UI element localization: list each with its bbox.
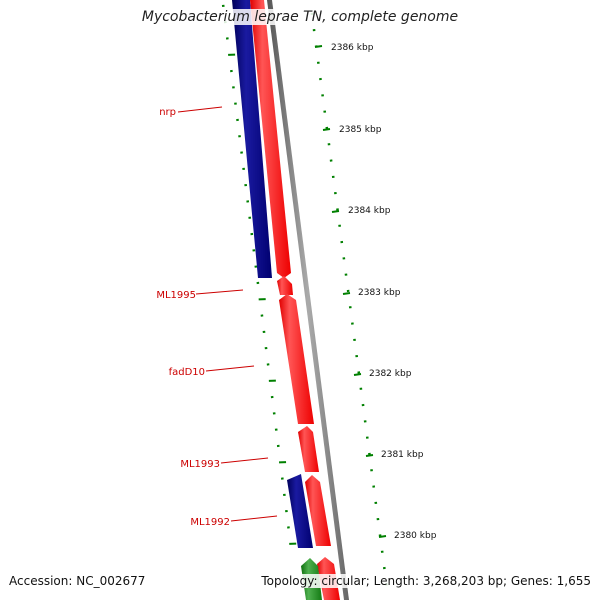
tick-label-2384: 2384 kbp (348, 206, 391, 216)
tick-label-2386: 2386 kbp (331, 43, 374, 53)
gene-label-ml1995[interactable]: ML1995 (156, 290, 196, 301)
leader-ml1992 (231, 516, 277, 521)
gene-label-nrp[interactable]: nrp (159, 107, 176, 118)
gene-ml1993-feature[interactable] (298, 426, 319, 472)
major-tick (379, 536, 386, 537)
major-tick (343, 293, 350, 294)
major-tick (366, 455, 373, 456)
tick-label-2383: 2383 kbp (358, 288, 401, 298)
leader-ml1995 (196, 290, 243, 294)
gene-label-fadd10[interactable]: fadD10 (169, 367, 205, 378)
major-tick (354, 374, 361, 375)
tick-label-2382: 2382 kbp (369, 369, 412, 379)
gene-label-ml1993[interactable]: ML1993 (180, 459, 220, 470)
tick-label-2385: 2385 kbp (339, 125, 382, 135)
accession-text: Accession: NC_002677 (9, 574, 145, 588)
major-tick (323, 129, 330, 130)
gene-ml1995-feature[interactable] (277, 276, 293, 295)
tick-label-2381: 2381 kbp (381, 450, 424, 460)
major-tick (315, 46, 322, 47)
leader-ml1993 (221, 458, 268, 463)
major-tick (332, 211, 339, 212)
gene-label-ml1992[interactable]: ML1992 (190, 517, 230, 528)
leader-nrp (178, 107, 222, 112)
genome-summary-text: Topology: circular; Length: 3,268,203 bp… (261, 574, 591, 588)
map-title: Mycobacterium leprae TN, complete genome (0, 9, 600, 25)
leader-fadd10 (206, 366, 254, 371)
tick-label-2380: 2380 kbp (394, 531, 437, 541)
